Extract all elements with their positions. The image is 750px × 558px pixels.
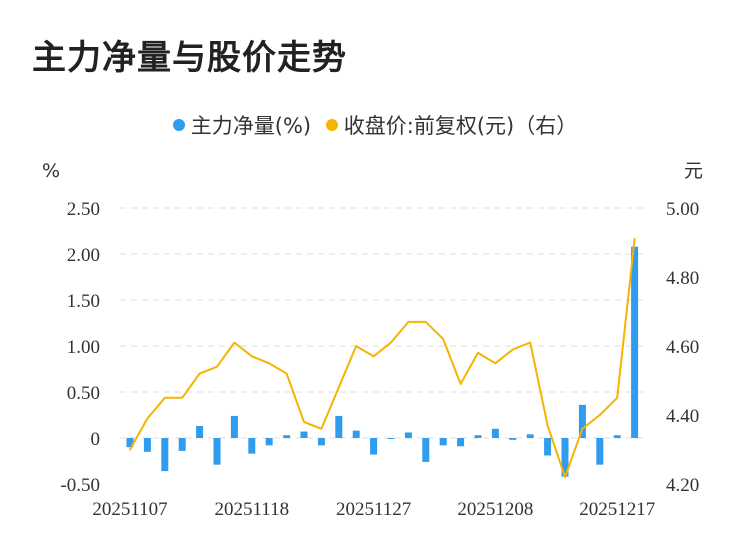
net-flow-bar xyxy=(491,428,499,438)
close-price-line xyxy=(129,238,636,479)
legend-dot-line xyxy=(325,119,338,131)
x-tick-label: 20251208 xyxy=(457,499,533,520)
y-left-tick-label: 1.50 xyxy=(67,291,100,312)
net-flow-bar xyxy=(317,438,325,446)
net-flow-bar xyxy=(596,438,604,465)
y-left-tick-label: 0 xyxy=(91,429,101,450)
net-flow-bar xyxy=(631,246,639,438)
net-flow-bar xyxy=(265,438,273,446)
x-tick-label: 20251118 xyxy=(215,499,290,520)
y-right-tick-label: 4.20 xyxy=(666,475,699,496)
legend-item-net-flow[interactable]: 主力净量(%) xyxy=(172,110,312,140)
x-tick-label: 20251127 xyxy=(336,499,411,520)
net-flow-bar xyxy=(352,430,360,438)
net-flow-bar xyxy=(230,415,238,438)
y-left-tick-label: 2.50 xyxy=(67,199,100,220)
net-flow-bar xyxy=(196,426,204,438)
net-flow-bar xyxy=(561,438,569,477)
net-flow-bar xyxy=(509,438,517,440)
x-tick-label: 20251107 xyxy=(92,499,167,520)
y-right-tick-label: 4.60 xyxy=(666,337,699,358)
y-right-unit-label: 元 xyxy=(684,160,703,182)
net-flow-bar xyxy=(213,438,221,465)
y-left-tick-label: 0.50 xyxy=(67,383,100,404)
net-flow-bar xyxy=(283,435,291,438)
legend-label-net-flow: 主力净量(%) xyxy=(190,114,312,138)
net-flow-bar xyxy=(613,435,621,438)
y-right-tick-label: 5.00 xyxy=(666,199,699,220)
net-flow-bar xyxy=(544,438,552,456)
net-flow-bar xyxy=(178,438,186,451)
y-right-tick-label: 4.40 xyxy=(666,406,699,427)
net-flow-bar xyxy=(387,438,395,439)
legend: 主力净量(%) 收盘价:前复权(元)（右） xyxy=(0,110,750,140)
net-flow-bar xyxy=(300,431,308,438)
chart-title: 主力净量与股价走势 xyxy=(32,38,347,78)
x-tick-label: 20251217 xyxy=(579,499,655,520)
y-right-tick-label: 4.80 xyxy=(666,268,699,289)
y-left-unit-label: % xyxy=(42,160,60,182)
net-flow-bar xyxy=(439,438,447,446)
net-flow-bar xyxy=(422,438,430,462)
y-left-tick-label: 2.00 xyxy=(67,245,100,266)
net-flow-bar xyxy=(335,415,343,438)
net-flow-bar xyxy=(578,404,586,438)
net-flow-bar xyxy=(457,438,465,447)
net-flow-bar xyxy=(370,438,378,455)
y-left-tick-label: 1.00 xyxy=(67,337,100,358)
legend-dot-bar xyxy=(172,119,185,131)
y-left-tick-label: -0.50 xyxy=(60,475,100,496)
net-flow-bar xyxy=(248,438,256,454)
net-flow-bar xyxy=(143,438,151,452)
legend-item-close-price[interactable]: 收盘价:前复权(元)（右） xyxy=(325,110,578,140)
net-flow-bar xyxy=(526,434,534,438)
net-flow-bar xyxy=(126,438,134,448)
net-flow-bar xyxy=(404,432,412,438)
legend-label-close-price: 收盘价:前复权(元)（右） xyxy=(343,114,578,138)
net-flow-bar xyxy=(474,435,482,438)
net-flow-bar xyxy=(161,438,169,472)
